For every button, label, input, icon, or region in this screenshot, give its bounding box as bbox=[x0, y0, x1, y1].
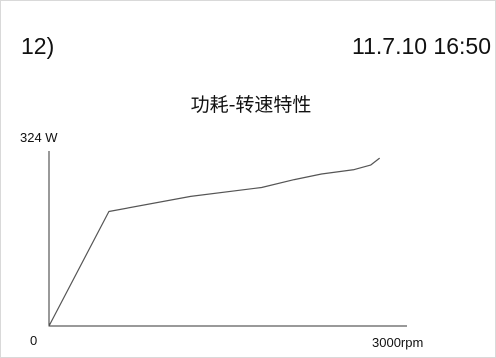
series-line-0 bbox=[48, 157, 380, 327]
origin-label: 0 bbox=[30, 333, 37, 348]
y-axis-max-label: 324 W bbox=[20, 130, 58, 145]
chart-title: 功耗-转速特性 bbox=[191, 94, 312, 116]
x-axis-max-label: 3000rpm bbox=[372, 335, 423, 350]
record-index: 12) bbox=[21, 33, 54, 59]
record-timestamp: 11.7.10 16:50 bbox=[352, 33, 491, 59]
series-layer bbox=[48, 157, 380, 327]
